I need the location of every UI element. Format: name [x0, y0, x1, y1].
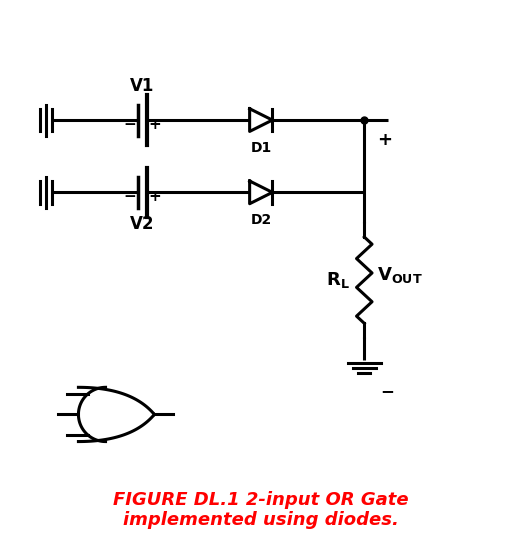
Text: +: + — [148, 189, 161, 204]
Text: $\mathbf{R_L}$: $\mathbf{R_L}$ — [326, 270, 349, 290]
Text: D1: D1 — [251, 141, 271, 155]
Text: +: + — [148, 117, 161, 131]
Text: −: − — [123, 117, 136, 131]
Text: $\mathbf{V_{OUT}}$: $\mathbf{V_{OUT}}$ — [377, 265, 423, 285]
Text: V2: V2 — [130, 216, 155, 233]
Text: FIGURE DL.1 2-input OR Gate
implemented using diodes.: FIGURE DL.1 2-input OR Gate implemented … — [113, 491, 409, 530]
Text: +: + — [377, 131, 393, 149]
Text: −: − — [381, 382, 395, 400]
Text: −: − — [123, 189, 136, 204]
Text: D2: D2 — [251, 213, 271, 227]
Text: V1: V1 — [130, 78, 155, 96]
